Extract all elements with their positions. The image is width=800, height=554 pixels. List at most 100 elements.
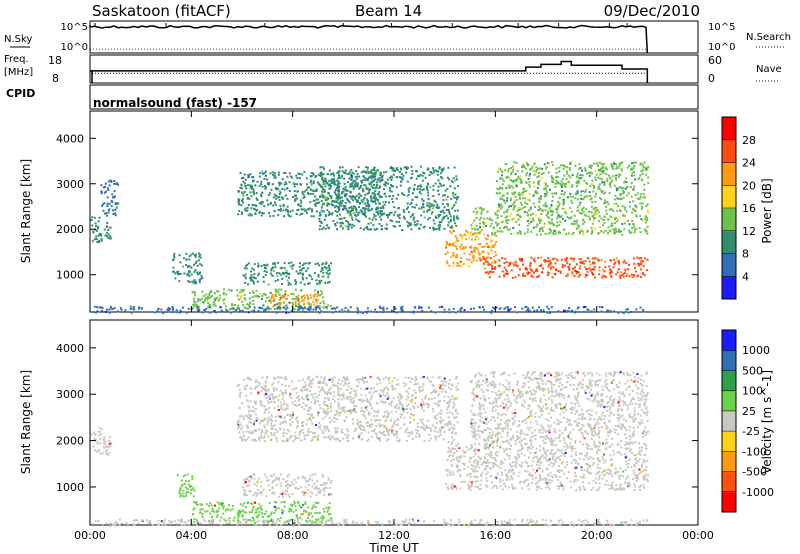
range-time-cell <box>321 268 324 271</box>
range-time-cell <box>305 519 308 522</box>
range-time-cell <box>510 269 513 272</box>
range-time-cell <box>496 222 499 225</box>
range-time-cell <box>100 234 103 237</box>
range-time-cell <box>267 435 270 438</box>
range-time-cell <box>435 417 438 420</box>
range-time-cell <box>244 281 247 284</box>
range-time-cell <box>472 233 475 236</box>
range-time-cell <box>297 303 300 305</box>
range-time-cell <box>178 272 180 275</box>
range-time-cell <box>270 301 273 304</box>
range-time-cell <box>368 411 371 414</box>
range-time-cell <box>337 398 340 401</box>
range-time-cell <box>387 379 390 382</box>
range-time-cell <box>213 292 216 295</box>
range-time-cell <box>592 190 595 193</box>
range-time-cell <box>337 177 340 180</box>
range-time-cell <box>367 191 370 194</box>
range-time-cell <box>577 226 580 229</box>
range-time-cell <box>540 210 543 213</box>
range-time-cell <box>499 207 502 210</box>
range-time-cell <box>270 269 273 272</box>
range-time-cell <box>270 418 272 421</box>
range-time-cell <box>322 431 325 434</box>
range-time-cell <box>355 404 358 407</box>
range-time-cell <box>283 505 286 508</box>
range-time-cell <box>320 174 323 177</box>
range-time-cell <box>510 212 513 215</box>
range-time-cell <box>470 246 473 249</box>
range-time-cell <box>214 299 217 302</box>
range-time-cell <box>486 238 489 241</box>
range-time-cell <box>299 307 302 310</box>
range-time-cell <box>337 186 340 189</box>
range-time-cell <box>334 193 337 196</box>
range-time-cell <box>560 258 563 261</box>
range-time-cell <box>111 200 114 203</box>
range-time-cell <box>209 502 211 505</box>
range-time-cell <box>230 289 233 292</box>
range-time-cell <box>348 177 351 180</box>
range-time-cell <box>240 191 243 194</box>
range-time-cell <box>422 171 425 174</box>
range-time-cell <box>532 181 535 184</box>
range-time-cell <box>480 207 483 210</box>
range-time-cell <box>274 419 277 422</box>
range-time-cell <box>313 203 316 206</box>
range-time-cell <box>606 309 609 312</box>
range-time-cell <box>450 256 452 259</box>
range-time-cell <box>378 423 381 426</box>
range-time-cell <box>415 177 418 180</box>
range-time-cell <box>361 212 364 215</box>
range-time-cell <box>562 193 565 196</box>
range-time-cell <box>370 169 373 172</box>
range-time-cell <box>339 225 342 228</box>
range-time-cell <box>453 166 456 169</box>
range-time-cell <box>332 383 335 386</box>
range-time-cell <box>286 205 289 208</box>
range-time-cell <box>281 397 284 400</box>
range-time-cell <box>374 390 376 393</box>
range-time-cell <box>250 276 253 279</box>
range-time-cell <box>489 225 492 228</box>
range-time-cell <box>626 272 629 275</box>
range-time-cell <box>273 308 276 310</box>
range-time-cell <box>285 485 287 487</box>
range-time-cell <box>286 429 289 432</box>
range-time-cell <box>242 180 245 183</box>
range-time-cell <box>365 398 368 401</box>
range-time-cell <box>284 492 287 495</box>
range-time-cell <box>336 221 339 224</box>
range-time-cell <box>432 407 434 410</box>
range-time-cell <box>271 183 274 186</box>
range-time-cell <box>405 407 408 410</box>
range-time-cell <box>299 183 302 186</box>
range-time-cell <box>253 473 256 476</box>
range-time-cell <box>495 253 497 256</box>
range-time-cell <box>92 230 95 233</box>
range-time-cell <box>508 184 511 187</box>
range-time-cell <box>632 226 635 229</box>
range-time-cell <box>289 215 292 218</box>
range-time-cell <box>317 394 320 396</box>
range-time-cell <box>286 297 288 300</box>
range-time-cell <box>408 422 411 424</box>
range-time-cell <box>265 307 268 310</box>
range-time-cell <box>256 418 259 421</box>
range-time-cell <box>175 311 178 314</box>
range-time-cell <box>449 411 452 414</box>
range-time-cell <box>370 197 373 200</box>
range-time-cell <box>546 212 549 215</box>
range-time-cell <box>526 172 528 174</box>
range-time-cell <box>185 264 188 266</box>
range-time-cell <box>270 428 273 431</box>
range-time-cell <box>256 516 259 519</box>
range-time-cell <box>462 248 465 250</box>
range-time-cell <box>283 183 286 186</box>
range-time-cell <box>423 216 426 219</box>
range-time-cell <box>276 307 279 310</box>
range-time-cell <box>569 207 572 210</box>
range-time-cell <box>466 230 469 233</box>
range-time-cell <box>606 233 609 236</box>
range-time-cell <box>558 196 561 199</box>
